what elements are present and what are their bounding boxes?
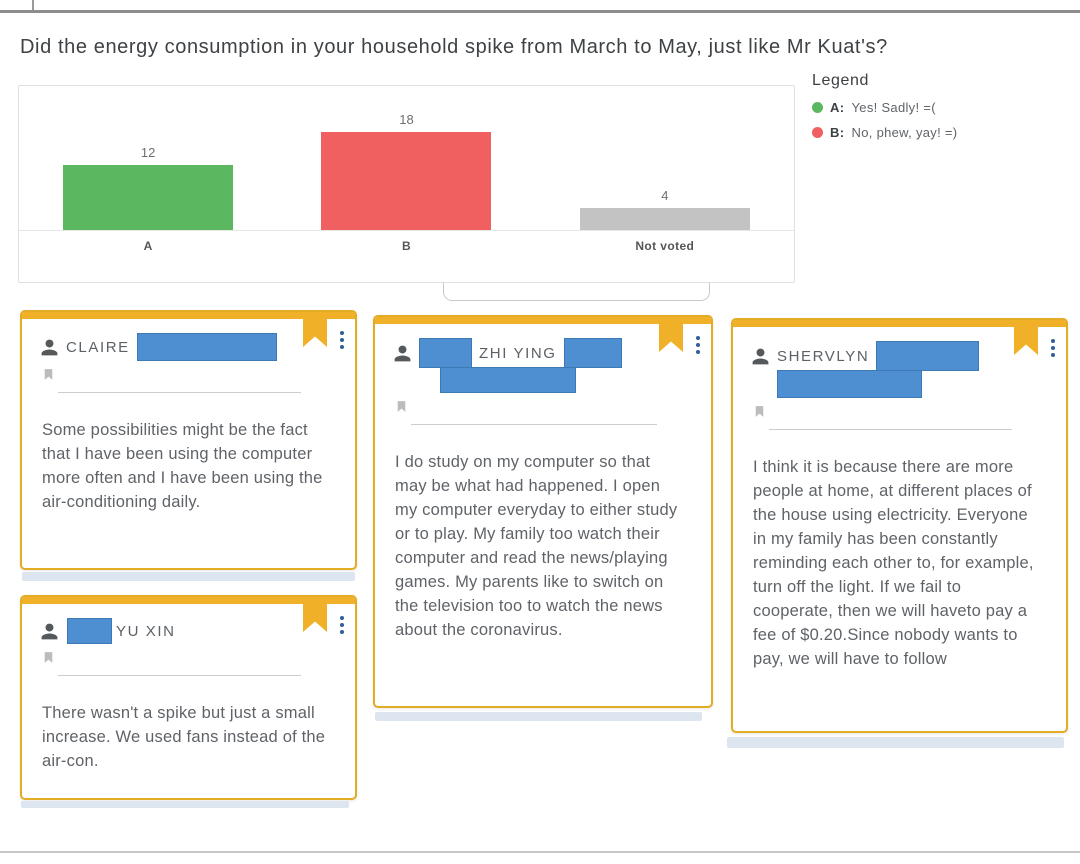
response-text: I do study on my computer so that may be…	[395, 453, 678, 639]
legend-dot-green-icon	[812, 102, 823, 113]
author-name: ZHI YING	[479, 344, 557, 362]
legend-item-a: A: Yes! Sadly! =(	[812, 100, 1072, 115]
card-accent-bar	[22, 597, 355, 604]
card-header: YU XIN	[22, 597, 355, 676]
card-scroll-strip	[375, 712, 702, 721]
bar-not-voted	[579, 208, 750, 230]
card-menu-button[interactable]	[694, 334, 702, 356]
redaction-box	[876, 341, 980, 371]
bar-group-a: 12 A	[63, 145, 234, 253]
legend-title: Legend	[812, 72, 869, 89]
bar-category-label: Not voted	[635, 239, 695, 253]
redaction-box	[777, 370, 922, 398]
card-accent-bar	[375, 317, 711, 324]
legend-key: B:	[830, 125, 845, 140]
card-divider	[769, 429, 1012, 430]
response-text: I think it is because there are more peo…	[753, 458, 1034, 668]
response-card-yu-xin: YU XIN There wasn't a spike but just a s…	[20, 595, 357, 800]
bar-value-label: 12	[140, 145, 156, 160]
bar-a	[63, 165, 234, 230]
response-card-shervlyn: SHERVLYN I think it is because there are…	[731, 318, 1068, 733]
bottom-divider	[0, 851, 1080, 853]
card-divider	[411, 424, 657, 425]
card-header: ZHI YING	[375, 317, 711, 425]
legend-label: Yes! Sadly! =(	[851, 100, 936, 115]
card-menu-button[interactable]	[338, 614, 346, 636]
card-accent-bar	[733, 320, 1066, 327]
response-text: There wasn't a spike but just a small in…	[42, 704, 326, 770]
bar-category-label: B	[401, 239, 412, 253]
person-icon	[40, 338, 59, 357]
response-card-zhi-ying: ZHI YING I do study on my computer so th…	[373, 315, 713, 708]
redaction-box	[67, 618, 112, 644]
person-icon	[393, 344, 412, 363]
person-icon	[751, 347, 770, 366]
card-divider	[58, 675, 301, 676]
top-divider	[0, 10, 1080, 13]
card-scroll-strip	[727, 737, 1064, 748]
legend-label: No, phew, yay! =)	[851, 125, 958, 140]
card-divider	[58, 392, 301, 393]
author-name: YU XIN	[116, 622, 176, 640]
poll-chart: 12 A 18 B 4 Not voted	[18, 85, 795, 283]
person-icon	[40, 622, 59, 641]
top-frame-tick	[32, 0, 34, 11]
legend-key: A:	[830, 100, 845, 115]
bar-value-label: 4	[661, 188, 669, 203]
scrolled-card-edge	[443, 283, 710, 301]
chart-plot-area: 12 A 18 B 4 Not voted	[19, 86, 794, 253]
flag-icon[interactable]	[42, 649, 56, 667]
bar-group-not-voted: 4 Not voted	[579, 188, 750, 253]
legend-item-b: B: No, phew, yay! =)	[812, 125, 1072, 140]
redaction-box	[419, 338, 472, 368]
legend-dot-red-icon	[812, 127, 823, 138]
page-title: Did the energy consumption in your house…	[20, 36, 888, 58]
card-scroll-strip	[21, 801, 349, 808]
redaction-box	[440, 367, 576, 393]
redaction-box	[563, 338, 622, 368]
bar-group-b: 18 B	[321, 112, 492, 253]
bar-b	[321, 132, 492, 230]
card-menu-button[interactable]	[338, 329, 346, 351]
flag-icon[interactable]	[42, 366, 56, 384]
card-scroll-strip	[22, 572, 355, 581]
response-text: Some possibilities might be the fact tha…	[42, 421, 323, 511]
author-name: SHERVLYN	[777, 347, 870, 365]
card-header: SHERVLYN	[733, 320, 1066, 430]
bar-category-label: A	[143, 239, 153, 253]
response-card-claire: CLAIRE Some possibilities might be the f…	[20, 310, 357, 570]
card-accent-bar	[22, 312, 355, 319]
flag-icon[interactable]	[395, 398, 409, 416]
redaction-box	[136, 333, 277, 361]
author-name: CLAIRE	[66, 338, 130, 356]
flag-icon[interactable]	[753, 403, 767, 421]
chart-legend: Legend A: Yes! Sadly! =( B: No, phew, ya…	[812, 72, 1072, 140]
bar-value-label: 18	[399, 112, 414, 127]
card-header: CLAIRE	[22, 312, 355, 393]
card-menu-button[interactable]	[1049, 337, 1057, 359]
